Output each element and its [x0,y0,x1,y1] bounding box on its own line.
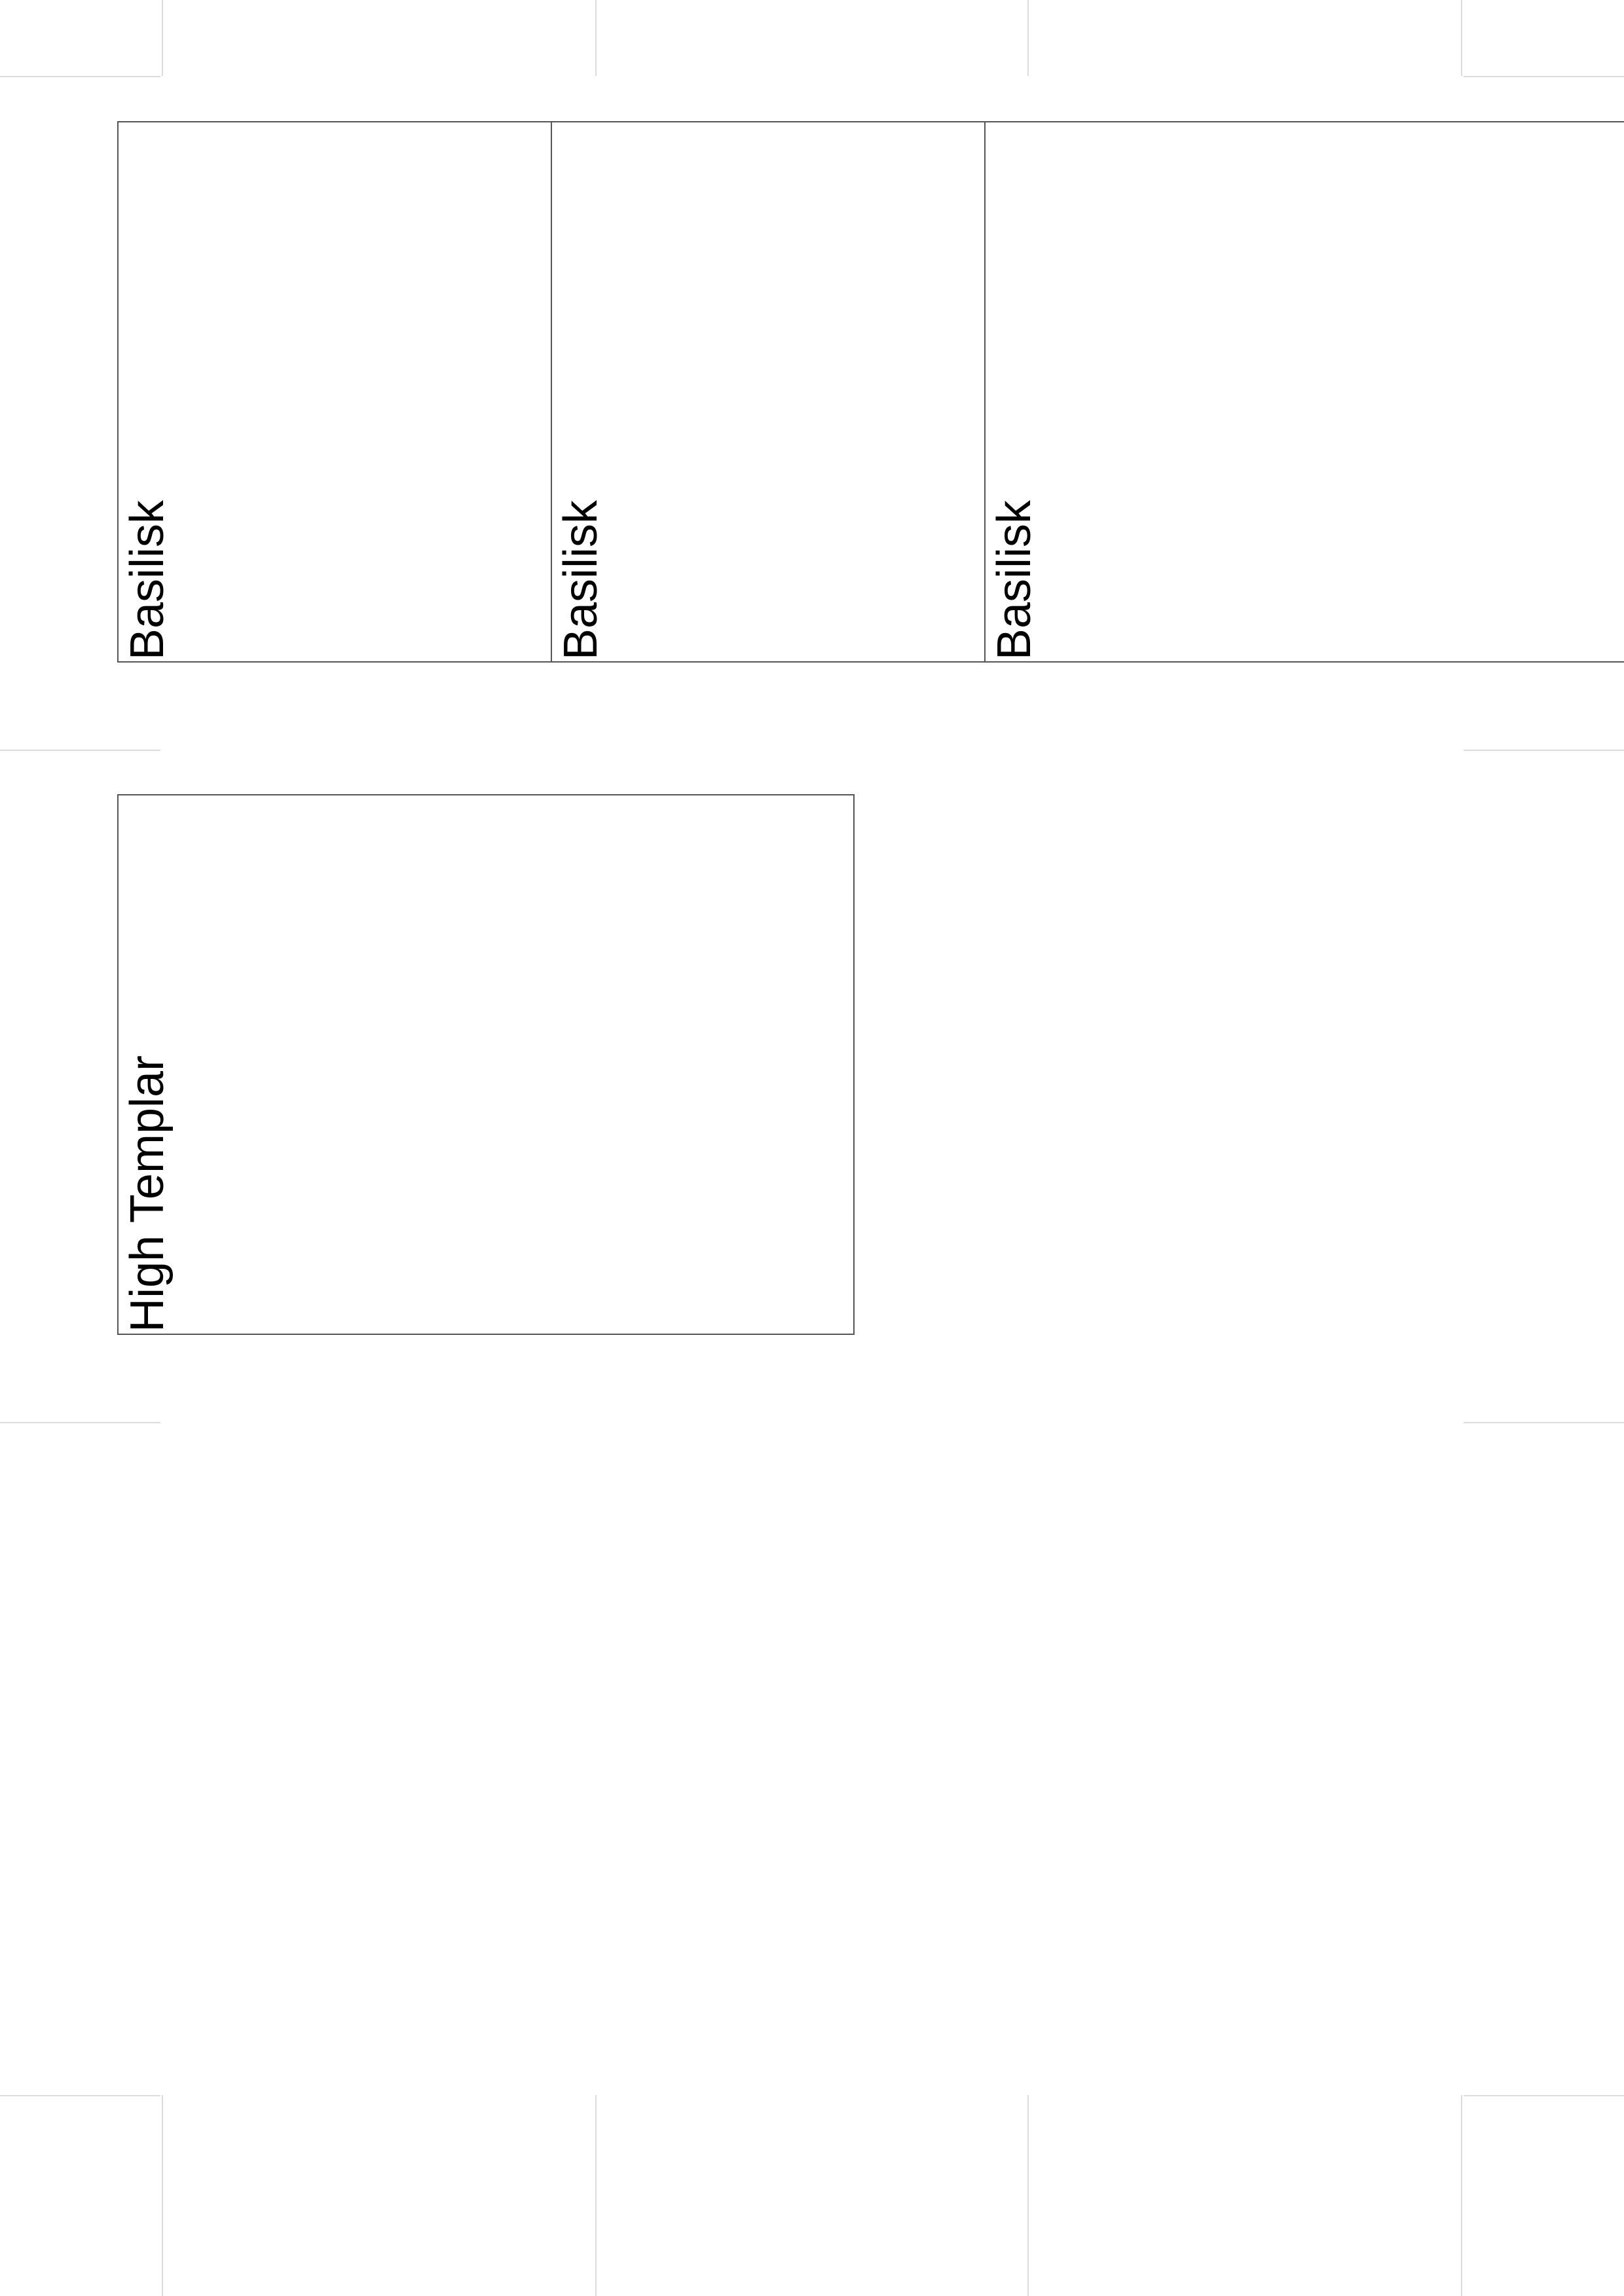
card-label: Basilisk [121,500,174,660]
cut-mark [1464,750,1624,751]
card-basilisk-3: Basilisk [984,121,1624,663]
cut-mark [162,2095,163,2296]
cut-mark [0,1422,160,1423]
card-label: Basilisk [555,500,607,660]
cut-mark [595,0,597,76]
cut-mark [0,2095,160,2096]
cut-mark [162,0,163,76]
cut-mark [1461,2095,1462,2296]
cut-mark [1464,2095,1624,2096]
card-basilisk-1: Basilisk [117,121,552,663]
card-label: High Templar [121,1055,174,1332]
cut-mark [0,76,160,77]
cut-mark [1464,76,1624,77]
card-high-templar: High Templar [117,794,855,1335]
cut-mark [1027,0,1029,76]
cut-mark [1464,1422,1624,1423]
card-label: Basilisk [988,500,1041,660]
cut-mark [0,750,160,751]
cut-mark [1461,0,1462,76]
card-basilisk-2: Basilisk [551,121,986,663]
cut-mark [1027,2095,1029,2296]
cut-mark [595,2095,597,2296]
